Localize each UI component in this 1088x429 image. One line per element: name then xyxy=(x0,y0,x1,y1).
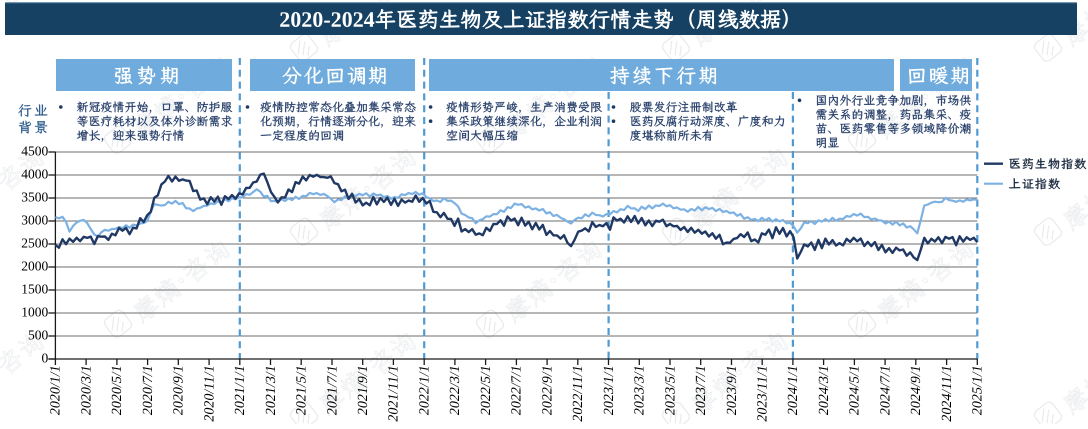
svg-text:2021/7/1: 2021/7/1 xyxy=(324,364,340,417)
svg-text:2020/9/1: 2020/9/1 xyxy=(171,364,187,417)
svg-text:2020/5/1: 2020/5/1 xyxy=(109,364,125,417)
svg-text:2025/1/1: 2025/1/1 xyxy=(970,364,986,417)
svg-text:2024/3/1: 2024/3/1 xyxy=(816,364,832,417)
svg-text:2022/11/1: 2022/11/1 xyxy=(570,364,586,423)
svg-text:2022/7/1: 2022/7/1 xyxy=(509,364,525,417)
svg-text:2021/11/1: 2021/11/1 xyxy=(386,364,402,423)
svg-text:2022/1/1: 2022/1/1 xyxy=(417,364,433,417)
svg-text:2023/5/1: 2023/5/1 xyxy=(662,364,678,417)
svg-text:2024/1/1: 2024/1/1 xyxy=(785,364,801,417)
svg-text:2023/11/1: 2023/11/1 xyxy=(755,364,771,423)
svg-text:2021/9/1: 2021/9/1 xyxy=(355,364,371,417)
svg-text:2022/5/1: 2022/5/1 xyxy=(478,364,494,417)
svg-text:2022/9/1: 2022/9/1 xyxy=(539,364,555,417)
svg-text:2024/11/1: 2024/11/1 xyxy=(939,364,955,423)
svg-text:1000: 1000 xyxy=(21,304,48,319)
svg-text:2023/3/1: 2023/3/1 xyxy=(632,364,648,417)
svg-text:2022/3/1: 2022/3/1 xyxy=(447,364,463,417)
svg-text:2500: 2500 xyxy=(21,235,48,250)
svg-text:4500: 4500 xyxy=(21,143,48,158)
svg-text:2023/7/1: 2023/7/1 xyxy=(693,364,709,417)
svg-text:2024/9/1: 2024/9/1 xyxy=(908,364,924,417)
svg-text:2000: 2000 xyxy=(21,258,48,273)
svg-text:2021/5/1: 2021/5/1 xyxy=(294,364,310,417)
svg-text:1500: 1500 xyxy=(21,281,48,296)
svg-text:2023/1/1: 2023/1/1 xyxy=(601,364,617,417)
svg-text:3000: 3000 xyxy=(21,212,48,227)
svg-text:2023/9/1: 2023/9/1 xyxy=(724,364,740,417)
svg-text:4000: 4000 xyxy=(21,166,48,181)
svg-text:2020/7/1: 2020/7/1 xyxy=(140,364,156,417)
svg-text:2020/3/1: 2020/3/1 xyxy=(78,364,94,417)
svg-text:0: 0 xyxy=(41,350,48,365)
svg-text:2021/3/1: 2021/3/1 xyxy=(263,364,279,417)
svg-text:2020/1/1: 2020/1/1 xyxy=(48,364,64,417)
svg-text:3500: 3500 xyxy=(21,189,48,204)
svg-text:2024/7/1: 2024/7/1 xyxy=(877,364,893,417)
svg-text:2021/1/1: 2021/1/1 xyxy=(232,364,248,417)
svg-text:2024/5/1: 2024/5/1 xyxy=(847,364,863,417)
svg-text:2020/11/1: 2020/11/1 xyxy=(201,364,217,423)
svg-text:500: 500 xyxy=(28,327,49,342)
